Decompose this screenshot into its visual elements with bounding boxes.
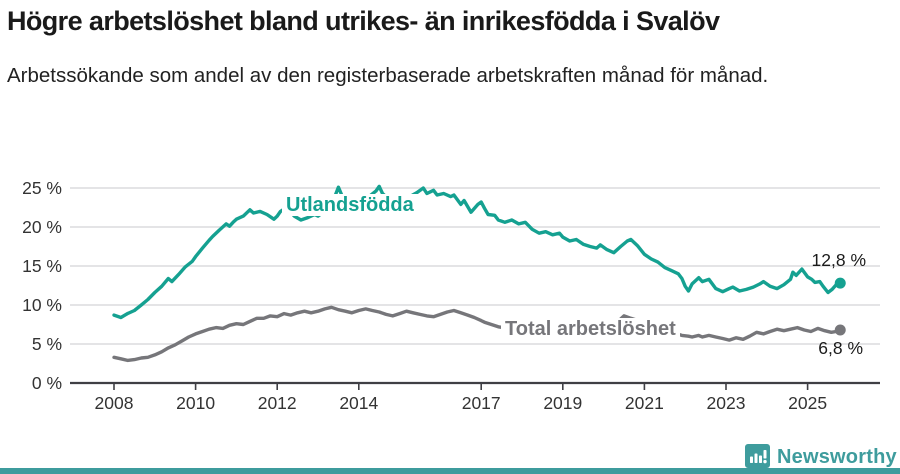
series-end-dot-0 [834, 277, 846, 289]
newsworthy-brand: Newsworthy [744, 443, 897, 471]
x-tick-label-2008: 2008 [95, 393, 134, 413]
end-value-utlandsfodda: 12,8 % [811, 250, 866, 270]
x-tick-label-2010: 2010 [176, 393, 215, 413]
y-tick-label-25: 25 % [22, 178, 62, 198]
x-tick-label-2014: 2014 [339, 393, 378, 413]
y-tick-label-5: 5 % [32, 334, 62, 354]
y-tick-label-15: 15 % [22, 256, 62, 276]
x-tick-label-2023: 2023 [707, 393, 746, 413]
x-tick-label-2017: 2017 [462, 393, 501, 413]
series-label-utlandsfodda: Utlandsfödda [282, 194, 418, 216]
series-line-0 [112, 184, 842, 320]
logo-bar-2 [754, 453, 758, 463]
series-end-dot-1 [834, 324, 846, 336]
series-label-total-arbetsloshet: Total arbetslöshet [501, 318, 680, 340]
newsworthy-logo-icon [745, 444, 770, 471]
y-tick-label-10: 10 % [22, 295, 62, 315]
logo-bar-3 [759, 455, 762, 463]
y-tick-label-0: 0 % [32, 373, 62, 393]
page-subtitle: Arbetssökande som andel av den registerb… [7, 64, 769, 87]
page-title: Högre arbetslöshet bland utrikes- än inr… [7, 6, 720, 36]
x-tick-label-2019: 2019 [543, 393, 582, 413]
end-value-total-arbetsloshet: 6,8 % [818, 338, 863, 358]
logo-bar-1 [750, 456, 753, 463]
x-tick-label-2012: 2012 [258, 393, 297, 413]
logo-exclamation-dot [763, 459, 767, 464]
brand-name: Newsworthy [777, 445, 897, 468]
x-tick-label-2025: 2025 [788, 393, 827, 413]
series-line-1 [112, 305, 842, 363]
logo-exclamation-stem [763, 450, 767, 459]
x-tick-label-2021: 2021 [625, 393, 664, 413]
footer-accent-bar [0, 468, 900, 474]
y-tick-label-20: 20 % [22, 217, 62, 237]
